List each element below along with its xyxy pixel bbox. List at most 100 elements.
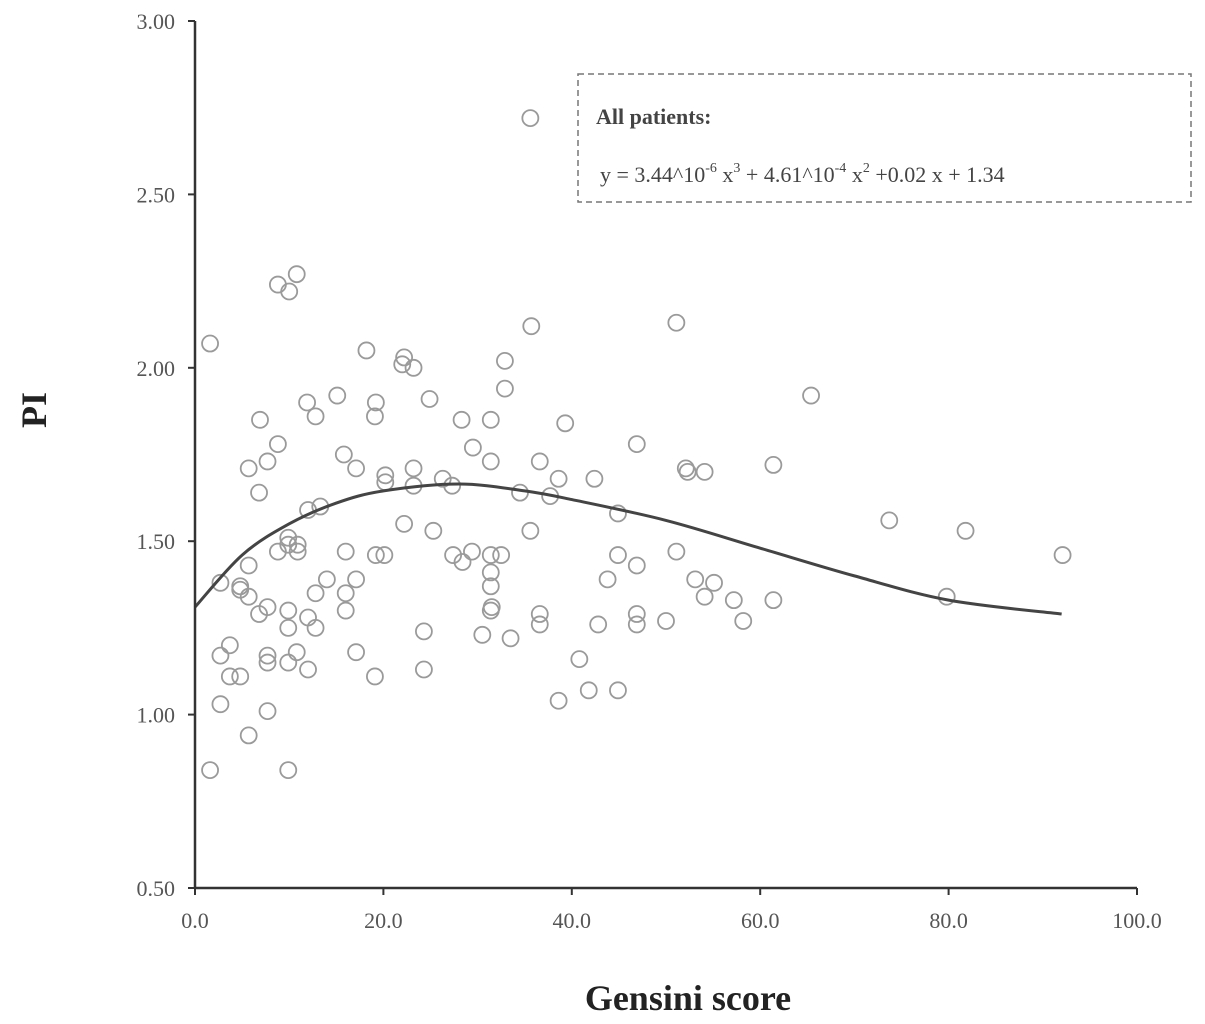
data-point — [328, 386, 347, 405]
data-point — [393, 355, 412, 374]
data-point — [306, 619, 325, 637]
data-point — [667, 313, 686, 332]
y-tick-label: 3.00 — [137, 9, 176, 34]
data-point — [404, 358, 423, 377]
data-point — [336, 584, 355, 603]
y-tick-label: 1.50 — [137, 529, 176, 554]
data-point — [280, 282, 299, 301]
data-point — [657, 612, 675, 630]
x-tick-label: 20.0 — [364, 908, 403, 933]
data-point — [366, 667, 384, 686]
data-point — [496, 351, 514, 370]
data-point — [231, 667, 250, 686]
data-point — [376, 473, 395, 492]
data-point — [420, 390, 439, 408]
x-tick-label: 80.0 — [929, 908, 968, 933]
data-point — [268, 275, 287, 294]
data-point — [211, 573, 230, 592]
data-point — [589, 615, 608, 634]
data-point — [366, 393, 385, 412]
equation-part: + 4.61^10 — [740, 162, 834, 187]
data-point — [258, 646, 277, 665]
x-tick-label: 0.0 — [181, 908, 209, 933]
data-point — [306, 584, 325, 603]
data-point — [279, 761, 298, 779]
data-point — [334, 445, 353, 464]
data-point — [299, 608, 317, 627]
data-point — [250, 605, 268, 623]
data-point — [549, 691, 568, 710]
y-tick-label: 2.50 — [137, 182, 176, 207]
data-point — [501, 629, 520, 648]
data-point — [279, 528, 298, 547]
data-point — [678, 462, 697, 481]
data-point — [481, 577, 500, 596]
data-point — [705, 573, 723, 592]
data-point — [347, 570, 365, 589]
data-point — [956, 521, 975, 540]
data-point — [695, 587, 714, 606]
equation-exponent: 2 — [863, 161, 870, 176]
data-point — [288, 542, 307, 561]
data-point — [530, 452, 549, 471]
data-point — [686, 570, 705, 589]
data-point — [453, 553, 472, 571]
equation-exponent: 3 — [733, 161, 740, 176]
y-tick-label: 0.50 — [137, 876, 176, 901]
data-point — [522, 317, 541, 336]
axis-ticks: 0.0 20.0 40.0 60.0 80.0 100.0 0.50 1.00 1.50 2.00… — [137, 9, 1162, 933]
data-point — [482, 598, 501, 616]
data-point — [287, 265, 306, 284]
data-point — [211, 646, 230, 665]
data-point — [239, 587, 258, 606]
legend-equation: y = 3.44^10-6 x3 + 4.61^10-4 x2 +0.02 x … — [600, 161, 1005, 187]
data-point — [317, 570, 336, 589]
data-point — [481, 546, 500, 564]
data-point — [306, 407, 325, 426]
data-point — [556, 414, 575, 433]
data-point — [279, 653, 298, 672]
data-point — [481, 452, 500, 471]
data-point — [1053, 546, 1072, 564]
data-point — [880, 511, 899, 530]
data-point — [201, 761, 219, 779]
data-point — [375, 546, 394, 564]
data-point — [579, 681, 598, 700]
data-point — [251, 410, 269, 429]
data-point — [231, 577, 250, 596]
data-point — [239, 459, 258, 478]
x-tick-label: 60.0 — [741, 908, 780, 933]
data-point — [279, 601, 298, 620]
data-point — [802, 386, 820, 405]
data-point — [473, 625, 492, 644]
data-point — [415, 660, 433, 679]
y-tick-label: 2.00 — [137, 356, 176, 381]
equation-exponent: -6 — [705, 161, 717, 176]
data-point — [764, 456, 783, 474]
x-tick-label: 40.0 — [553, 908, 592, 933]
data-point — [268, 435, 287, 453]
data-point — [336, 601, 355, 620]
data-point — [481, 563, 500, 582]
data-point — [609, 504, 627, 523]
data-point — [268, 542, 287, 561]
data-point — [667, 542, 686, 561]
data-point — [347, 643, 365, 662]
data-point — [676, 459, 695, 478]
data-point — [695, 462, 714, 481]
y-tick-label: 1.00 — [137, 703, 176, 728]
data-point — [395, 348, 414, 367]
data-point — [220, 636, 239, 655]
data-point — [299, 660, 317, 679]
equation-exponent: -4 — [835, 161, 847, 176]
data-point — [492, 546, 511, 564]
data-point — [609, 546, 627, 564]
data-point — [609, 681, 627, 700]
data-point — [258, 452, 277, 471]
data-point — [211, 695, 230, 714]
data-point — [627, 435, 646, 453]
data-point — [258, 702, 277, 721]
data-point — [764, 591, 783, 610]
data-point — [250, 483, 268, 502]
